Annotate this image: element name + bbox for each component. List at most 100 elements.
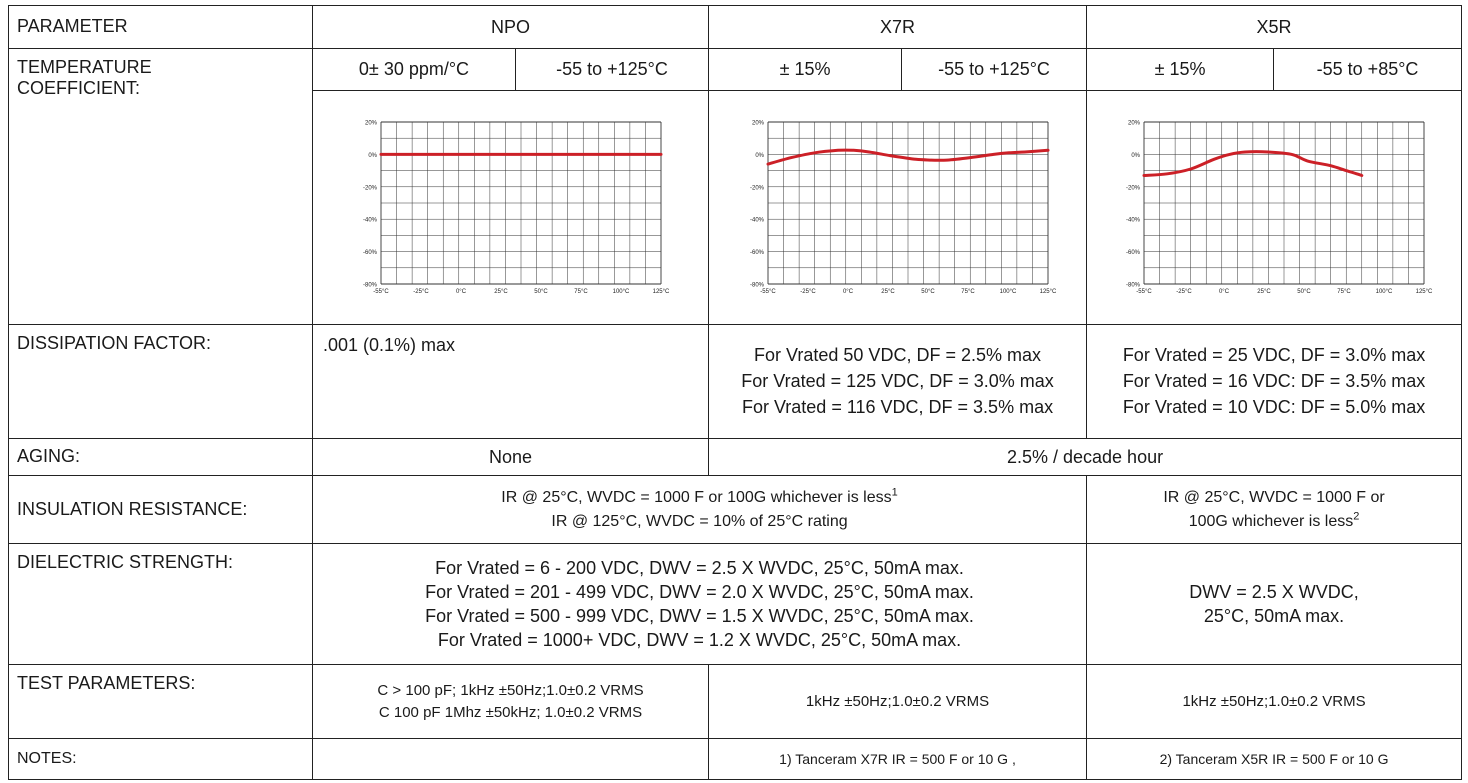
y-tick-label: -80% bbox=[750, 282, 765, 288]
x-tick-label: 50°C bbox=[1297, 289, 1311, 295]
npo-temp-coef: 0± 30 ppm/°C bbox=[312, 47, 516, 92]
y-tick-label: 0% bbox=[368, 152, 377, 158]
x-tick-label: 0°C bbox=[1219, 289, 1230, 295]
x-tick-label: -55°C bbox=[1136, 289, 1152, 295]
y-tick-label: 20% bbox=[752, 120, 765, 126]
series-line bbox=[766, 148, 1050, 166]
dielectric-line: For Vrated = 201 - 499 VDC, DWV = 2.0 X … bbox=[425, 582, 974, 603]
npo-x7r-insulation: IR @ 25°C, WVDC = 1000 F or 100G whichev… bbox=[311, 475, 1088, 545]
npo-notes bbox=[311, 738, 710, 780]
header-x5r: X5R bbox=[1086, 5, 1463, 49]
insulation-line1: IR @ 25°C, WVDC = 1000 F or 100G whichev… bbox=[314, 486, 1086, 510]
x-tick-label: 0°C bbox=[455, 289, 466, 295]
header-npo: NPO bbox=[311, 5, 710, 49]
x7r-temperature-chart: 20% 0% -20% -40% -60% -80%-55°C -25°C 0°C 25°C 50… bbox=[750, 120, 1057, 295]
x-tick-label: -55°C bbox=[760, 289, 776, 295]
x7r-dissipation: For Vrated 50 VDC, DF = 2.5% max For Vra… bbox=[708, 323, 1088, 439]
y-tick-label: -60% bbox=[750, 250, 765, 256]
x-tick-label: 125°C bbox=[1039, 289, 1056, 295]
spec-table: PARAMETER NPO X7R X5R TEMPERATURE COEFFI… bbox=[8, 5, 1463, 780]
y-tick-label: -80% bbox=[1126, 282, 1141, 288]
y-tick-label: 20% bbox=[364, 120, 377, 126]
x5r-dissipation: For Vrated = 25 VDC, DF = 3.0% max For V… bbox=[1086, 323, 1463, 439]
npo-temperature-chart: 20% 0% -20% -40% -60% -80%-55°C -25°C 0°C 25°C 50… bbox=[362, 120, 669, 295]
npo-test: C > 100 pF; 1kHz ±50Hz;1.0±0.2 VRMS C 10… bbox=[311, 663, 710, 740]
y-tick-label: -20% bbox=[362, 185, 377, 191]
y-tick-label: -20% bbox=[750, 185, 765, 191]
x-tick-label: 25°C bbox=[1257, 289, 1271, 295]
x5r-df-line: For Vrated = 25 VDC, DF = 3.0% max bbox=[1122, 345, 1426, 366]
npo-test-line2: C 100 pF 1Mhz ±50kHz; 1.0±0.2 VRMS bbox=[378, 703, 643, 721]
x-tick-label: 125°C bbox=[1416, 289, 1433, 295]
x7r-test: 1kHz ±50Hz;1.0±0.2 VRMS bbox=[708, 663, 1088, 740]
dielectric-line: For Vrated = 6 - 200 VDC, DWV = 2.5 X WV… bbox=[435, 558, 964, 579]
x5r-dielectric-line2: 25°C, 50mA max. bbox=[1203, 606, 1345, 627]
x-tick-label: -25°C bbox=[800, 289, 816, 295]
test-row: TEST PARAMETERS: C > 100 pF; 1kHz ±50Hz;… bbox=[8, 663, 1463, 740]
insulation-row: INSULATION RESISTANCE: IR @ 25°C, WVDC =… bbox=[8, 475, 1463, 545]
temperature-label-line2: COEFFICIENT: bbox=[17, 77, 141, 98]
x-tick-label: -25°C bbox=[1176, 289, 1192, 295]
x7r-chart-cell: 20% 0% -20% -40% -60% -80% -55°C -25°C 0°C 25°C 50… bbox=[708, 90, 1088, 325]
y-tick-label: 20% bbox=[1128, 120, 1141, 126]
x-tick-label: 75°C bbox=[961, 289, 975, 295]
test-label: TEST PARAMETERS: bbox=[8, 663, 313, 740]
y-tick-label: -60% bbox=[1126, 250, 1141, 256]
x-tick-label: -25°C bbox=[413, 289, 429, 295]
y-tick-label: -60% bbox=[362, 250, 377, 256]
x5r-insulation-line1: IR @ 25°C, WVDC = 1000 F or bbox=[1163, 488, 1385, 506]
npo-x7r-dielectric: For Vrated = 6 - 200 VDC, DWV = 2.5 X WV… bbox=[311, 543, 1088, 665]
npo-test-line1: C > 100 pF; 1kHz ±50Hz;1.0±0.2 VRMS bbox=[377, 681, 644, 699]
dielectric-label: DIELECTRIC STRENGTH: bbox=[8, 543, 313, 665]
temperature-label: TEMPERATURE COEFFICIENT: bbox=[8, 47, 313, 325]
y-tick-label: -40% bbox=[1126, 217, 1141, 223]
x5r-insulation-line2-text: 100G whichever is less bbox=[1188, 512, 1354, 530]
insulation-line1-text: IR @ 25°C, WVDC = 1000 F or 100G whichev… bbox=[501, 488, 892, 506]
y-tick-label: 0% bbox=[755, 152, 764, 158]
npo-chart-cell: 20% 0% -20% -40% -60% -80% -55°C -25°C 0°C 25°C 50… bbox=[311, 90, 710, 325]
notes-row: NOTES: 1) Tanceram X7R IR = 500 F or 10 … bbox=[8, 738, 1463, 780]
aging-label: AGING: bbox=[8, 437, 313, 477]
x-tick-label: 50°C bbox=[921, 289, 935, 295]
x7r-note: 1) Tanceram X7R IR = 500 F or 10 G , bbox=[708, 738, 1088, 780]
npo-aging: None bbox=[311, 437, 710, 477]
dissipation-row: DISSIPATION FACTOR: .001 (0.1%) max For … bbox=[8, 323, 1463, 439]
dielectric-line: For Vrated = 1000+ VDC, DWV = 1.2 X WVDC… bbox=[437, 630, 962, 651]
header-row: PARAMETER NPO X7R X5R bbox=[8, 5, 1463, 49]
x-tick-label: -55°C bbox=[373, 289, 389, 295]
x-tick-label: 25°C bbox=[494, 289, 508, 295]
dielectric-row: DIELECTRIC STRENGTH: For Vrated = 6 - 20… bbox=[8, 543, 1463, 665]
x-tick-label: 100°C bbox=[1376, 289, 1393, 295]
temperature-label-line1: TEMPERATURE bbox=[17, 56, 152, 77]
x-tick-label: 100°C bbox=[612, 289, 629, 295]
x7r-x5r-aging: 2.5% / decade hour bbox=[708, 437, 1463, 477]
header-parameter: PARAMETER bbox=[8, 5, 313, 49]
y-tick-label: -20% bbox=[1126, 185, 1141, 191]
x7r-df-line: For Vrated 50 VDC, DF = 2.5% max bbox=[754, 345, 1041, 366]
x7r-temp-coef: ± 15% bbox=[708, 47, 903, 92]
series-line bbox=[1142, 149, 1364, 177]
x5r-insulation-line2: 100G whichever is less2 bbox=[1088, 510, 1461, 534]
chart-row: 20% 0% -20% -40% -60% -80% -55°C -25°C 0°C 25°C 50… bbox=[9, 90, 1463, 325]
x-tick-label: 25°C bbox=[881, 289, 895, 295]
notes-label: NOTES: bbox=[8, 738, 313, 780]
x-tick-label: 50°C bbox=[534, 289, 548, 295]
y-tick-label: -40% bbox=[750, 217, 765, 223]
dielectric-line: For Vrated = 500 - 999 VDC, DWV = 1.5 X … bbox=[425, 606, 974, 627]
x-tick-label: 0°C bbox=[842, 289, 853, 295]
y-tick-label: -40% bbox=[362, 217, 377, 223]
x7r-df-line: For Vrated = 116 VDC, DF = 3.5% max bbox=[741, 397, 1054, 418]
insulation-line2: IR @ 125°C, WVDC = 10% of 25°C rating bbox=[551, 512, 848, 530]
footnote-ref-2: 2 bbox=[1353, 510, 1360, 523]
y-tick-label: 0% bbox=[1131, 152, 1140, 158]
x-tick-label: 75°C bbox=[1337, 289, 1351, 295]
header-x7r: X7R bbox=[708, 5, 1088, 49]
x5r-insulation: IR @ 25°C, WVDC = 1000 F or 100G whichev… bbox=[1086, 475, 1463, 545]
x5r-df-line: For Vrated = 16 VDC: DF = 3.5% max bbox=[1122, 371, 1426, 392]
x5r-note: 2) Tanceram X5R IR = 500 F or 10 G bbox=[1086, 738, 1463, 780]
npo-dissipation: .001 (0.1%) max bbox=[311, 323, 710, 439]
dissipation-label: DISSIPATION FACTOR: bbox=[8, 323, 313, 439]
x5r-test: 1kHz ±50Hz;1.0±0.2 VRMS bbox=[1086, 663, 1463, 740]
x-tick-label: 100°C bbox=[999, 289, 1016, 295]
insulation-label: INSULATION RESISTANCE: bbox=[8, 475, 313, 545]
